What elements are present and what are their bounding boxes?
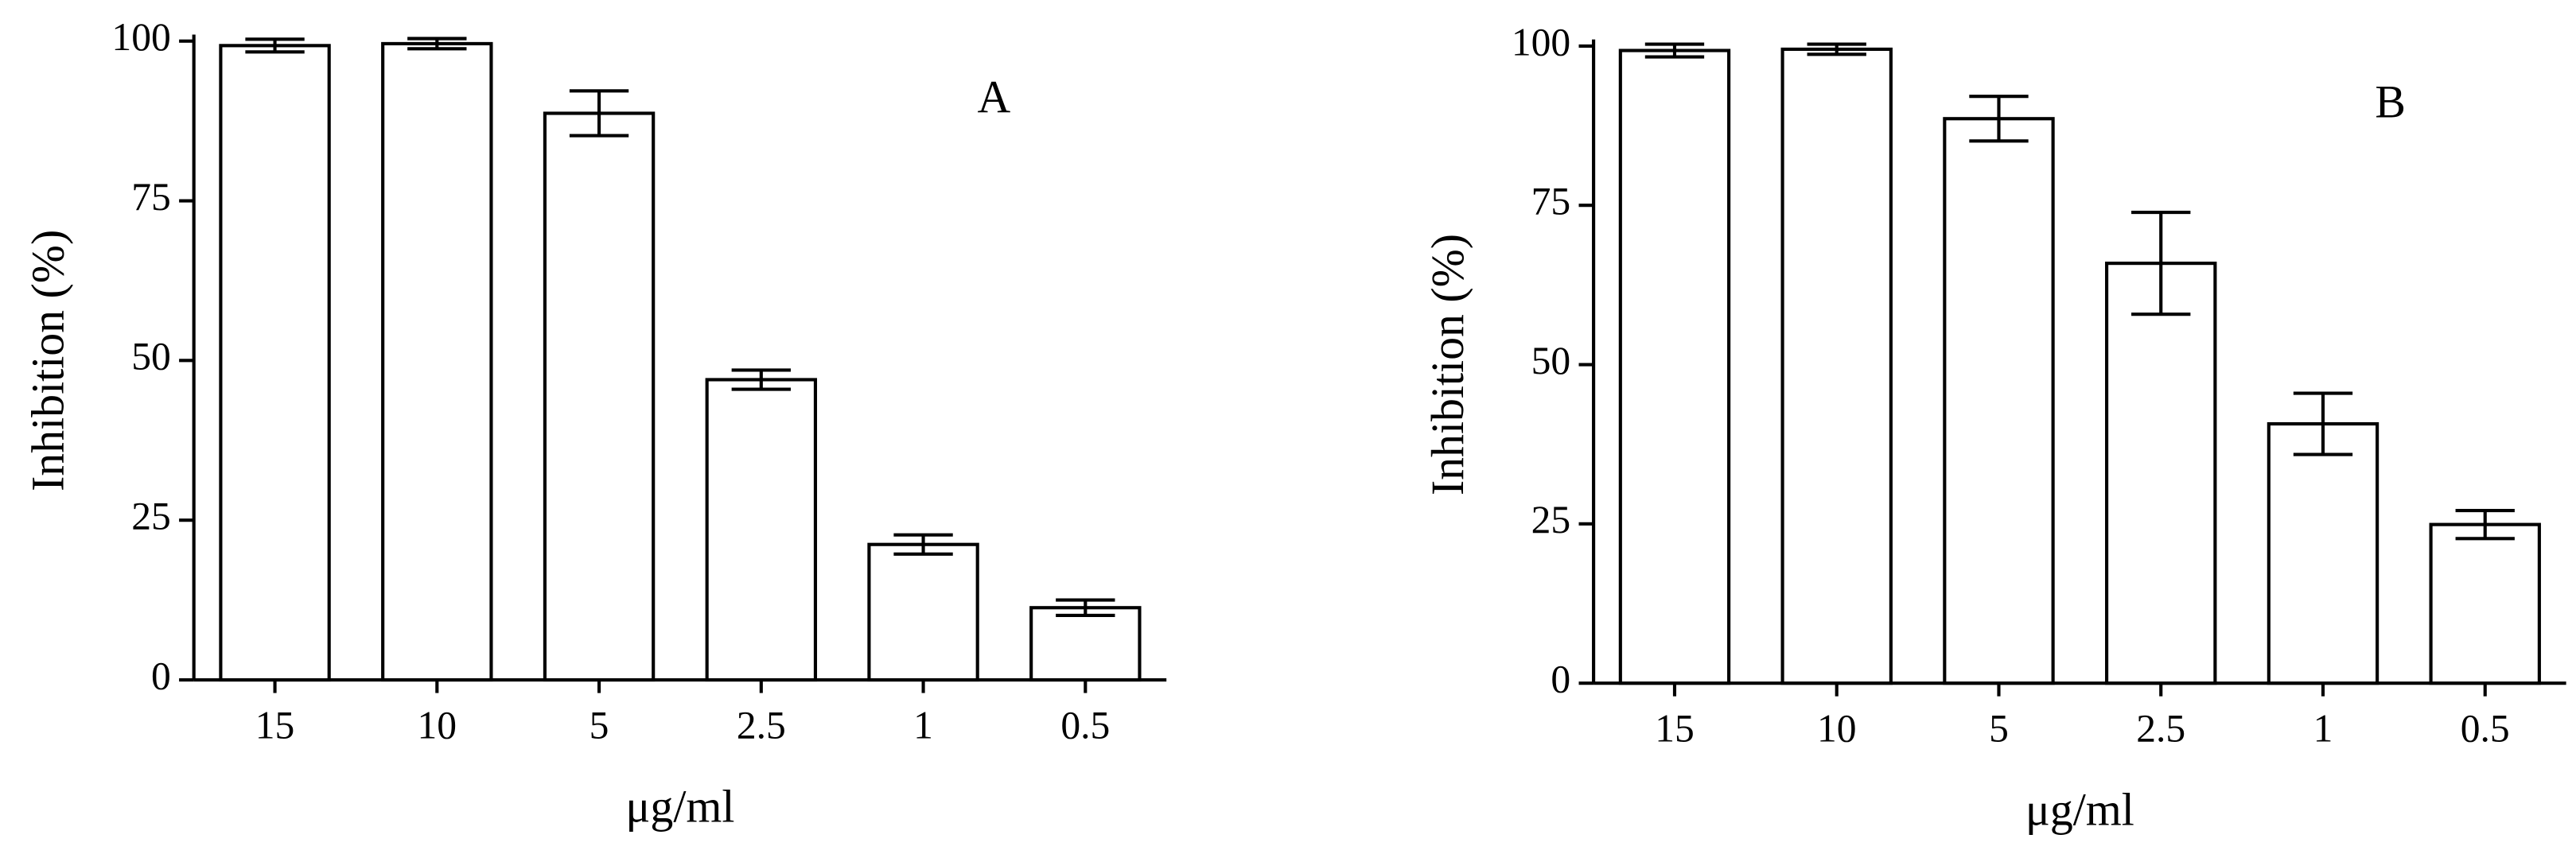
- error-bar: [2455, 508, 2515, 541]
- annotation: A: [977, 71, 1010, 122]
- x-tick-label: 2.5: [737, 703, 786, 747]
- error-bar: [1056, 598, 1115, 617]
- y-axis-label: Inhibition (%): [21, 230, 73, 491]
- error-bar: [407, 37, 467, 51]
- error-bar: [893, 533, 953, 556]
- error-bar: [731, 368, 791, 391]
- y-tick-label: 75: [131, 175, 171, 219]
- y-tick-label: 100: [111, 15, 170, 59]
- y-axis-label: Inhibition (%): [1422, 234, 1473, 495]
- bar: [1943, 117, 2055, 685]
- bar: [2105, 262, 2217, 685]
- y-tick-label: 25: [1531, 498, 1571, 542]
- error-bar: [2293, 391, 2353, 456]
- x-tick-label: 5: [590, 703, 609, 747]
- error-bar: [2131, 210, 2191, 316]
- y-tick-label: 50: [131, 335, 171, 378]
- bar: [219, 44, 331, 682]
- y-tick-label: 25: [131, 495, 171, 538]
- x-tick-label: 15: [1655, 706, 1695, 750]
- bar: [543, 111, 656, 682]
- y-tick-label: 75: [1531, 180, 1571, 223]
- bar: [2429, 522, 2541, 685]
- x-axis-label: μg/ml: [625, 780, 734, 832]
- y-tick-label: 0: [1551, 658, 1570, 701]
- x-tick-label: 1: [913, 703, 933, 747]
- bar: [867, 542, 979, 682]
- y-tick-label: 50: [1531, 339, 1571, 382]
- y-tick-label: 100: [1512, 20, 1570, 64]
- error-bar: [569, 89, 629, 138]
- error-bar: [1807, 42, 1866, 56]
- error-bar: [245, 37, 305, 54]
- x-tick-label: 1: [2313, 706, 2333, 750]
- y-tick-label: 0: [151, 654, 171, 697]
- x-tick-label: 0.5: [1060, 703, 1110, 747]
- x-tick-label: 5: [1989, 706, 2009, 750]
- bar: [381, 41, 493, 682]
- x-tick-label: 0.5: [2461, 706, 2510, 750]
- x-tick-label: 10: [1817, 706, 1857, 750]
- bar: [1780, 47, 1893, 685]
- bar: [705, 378, 818, 682]
- annotation: B: [2375, 76, 2406, 128]
- error-bar: [1644, 42, 1705, 59]
- x-tick-label: 10: [418, 703, 457, 747]
- bar: [1029, 606, 1142, 682]
- bar: [2267, 421, 2379, 685]
- x-tick-label: 2.5: [2136, 706, 2185, 750]
- x-tick-label: 15: [255, 703, 295, 747]
- x-axis-label: μg/ml: [2025, 784, 2134, 836]
- bar: [1618, 49, 1731, 685]
- error-bar: [1969, 95, 2029, 143]
